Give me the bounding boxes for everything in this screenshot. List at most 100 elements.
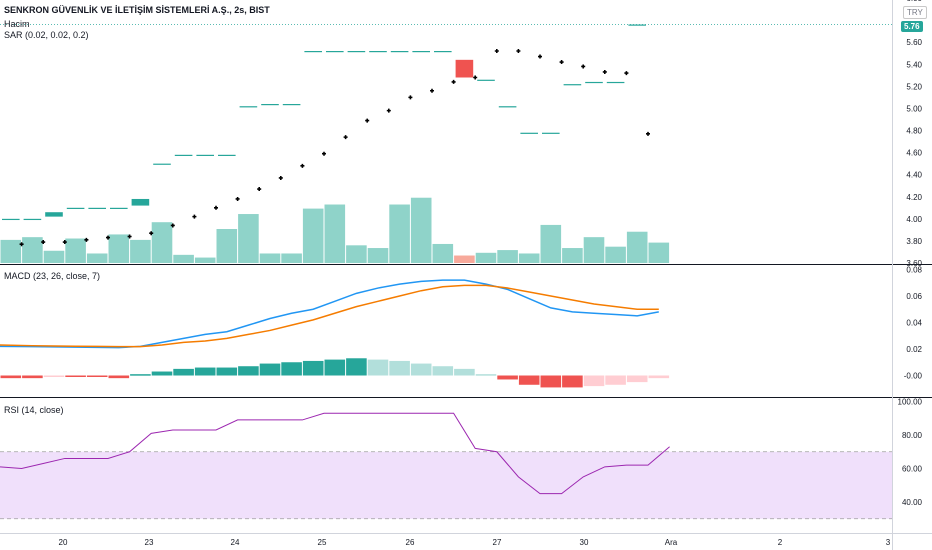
macd-hist-bar	[540, 375, 562, 388]
rsi-legend[interactable]: RSI (14, close)	[4, 405, 64, 415]
price-tick: 3.80	[906, 237, 922, 246]
macd-histogram	[0, 358, 670, 388]
sar-dot	[192, 214, 197, 219]
rsi-band	[0, 451, 892, 519]
macd-hist-bar	[65, 375, 86, 377]
candle	[477, 79, 495, 81]
sar-dot	[386, 108, 391, 113]
rsi-tick: 100.00	[898, 398, 923, 407]
candle	[563, 84, 582, 86]
macd-hist-bar	[86, 375, 108, 377]
volume-bar	[324, 204, 346, 263]
sar-dot	[278, 175, 283, 180]
macd-hist-bar	[389, 360, 410, 376]
price-candles	[2, 24, 646, 221]
price-tick: 5.60	[906, 38, 922, 47]
macd-hist-bar	[238, 366, 259, 376]
currency-badge[interactable]: TRY	[903, 6, 927, 19]
price-tick: 5.00	[906, 104, 922, 113]
volume-bar	[497, 250, 518, 263]
macd-hist-bar	[130, 374, 151, 376]
volume-legend[interactable]: Hacim	[4, 19, 30, 29]
macd-hist-bar	[410, 363, 432, 376]
volume-bar	[22, 237, 43, 263]
rsi-line	[0, 412, 670, 495]
candle	[520, 132, 538, 134]
symbol-title[interactable]: SENKRON GÜVENLİK VE İLETİŞİM SİSTEMLERİ …	[4, 5, 270, 15]
sar-dot	[19, 242, 24, 247]
macd-hist-bar	[475, 374, 497, 376]
sar-dot	[581, 64, 586, 69]
sar-dot	[84, 237, 89, 242]
volume-bar	[65, 238, 86, 263]
price-tick: 3.60	[906, 259, 922, 268]
macd-hist-bar	[216, 367, 238, 376]
sar-dot	[602, 69, 607, 74]
sar-dot	[170, 223, 175, 228]
macd-hist-bar	[626, 375, 648, 383]
macd-hist-bar	[518, 375, 540, 385]
sar-dot	[473, 75, 478, 80]
rsi-tick: 60.00	[902, 465, 923, 474]
volume-bar	[562, 248, 583, 263]
price-tick: 5.20	[906, 82, 922, 91]
volume-bar	[43, 250, 65, 263]
price-tick: 4.80	[906, 127, 922, 136]
volume-bar	[108, 234, 130, 263]
sar-dot	[149, 231, 154, 236]
volume-bar	[130, 239, 151, 263]
sar-legend[interactable]: SAR (0.02, 0.02, 0.2)	[4, 30, 89, 40]
last-price-label: 5.76	[901, 21, 923, 32]
macd-hist-bar	[583, 375, 605, 387]
macd-hist-bar	[259, 363, 281, 376]
candle	[196, 154, 214, 156]
price-tick: 4.00	[906, 215, 922, 224]
time-tick: 20	[59, 538, 68, 547]
candle	[2, 218, 20, 221]
candle	[542, 132, 560, 134]
macd-hist-bar	[22, 375, 43, 379]
volume-bar	[583, 237, 605, 263]
sar-dot	[41, 240, 46, 245]
time-tick: 24	[231, 538, 240, 547]
macd-line	[0, 279, 659, 349]
candle	[455, 59, 474, 78]
time-tick: 26	[406, 538, 415, 547]
candle	[606, 81, 625, 84]
time-tick: 27	[493, 538, 502, 547]
candle	[239, 106, 258, 108]
macd-hist-bar	[324, 359, 346, 376]
sar-dot	[257, 187, 262, 192]
time-tick: Ara	[665, 538, 678, 547]
macd-hist-bar	[281, 362, 302, 376]
volume-bar	[238, 214, 259, 263]
volume-bar	[173, 254, 194, 263]
candle	[326, 51, 344, 53]
candle	[131, 198, 150, 206]
candle	[88, 207, 106, 209]
time-tick: 30	[580, 538, 589, 547]
sar-dot	[646, 131, 650, 136]
price-tick: 4.20	[906, 193, 922, 202]
volume-bar	[367, 248, 389, 263]
sar-dot	[235, 196, 240, 201]
sar-dot	[538, 54, 542, 59]
candle	[390, 51, 409, 53]
candle	[218, 154, 236, 156]
candle	[628, 24, 646, 26]
rsi-tick: 40.00	[902, 498, 923, 507]
macd-hist-bar	[0, 375, 22, 379]
rsi-tick: 80.00	[902, 431, 923, 440]
macd-hist-bar	[648, 375, 670, 379]
candle	[174, 154, 193, 156]
candle	[282, 104, 301, 106]
sar-dots	[19, 49, 650, 247]
sar-dot	[300, 163, 305, 168]
macd-legend[interactable]: MACD (23, 26, close, 7)	[4, 271, 101, 281]
price-axis: 6.00 5.60 5.40 5.20 5.00 4.80 4.60 4.40 4.20 4.00…	[898, 0, 923, 507]
macd-hist-bar	[151, 371, 173, 376]
macd-hist-bar	[605, 375, 626, 385]
volume-bar	[86, 253, 108, 263]
